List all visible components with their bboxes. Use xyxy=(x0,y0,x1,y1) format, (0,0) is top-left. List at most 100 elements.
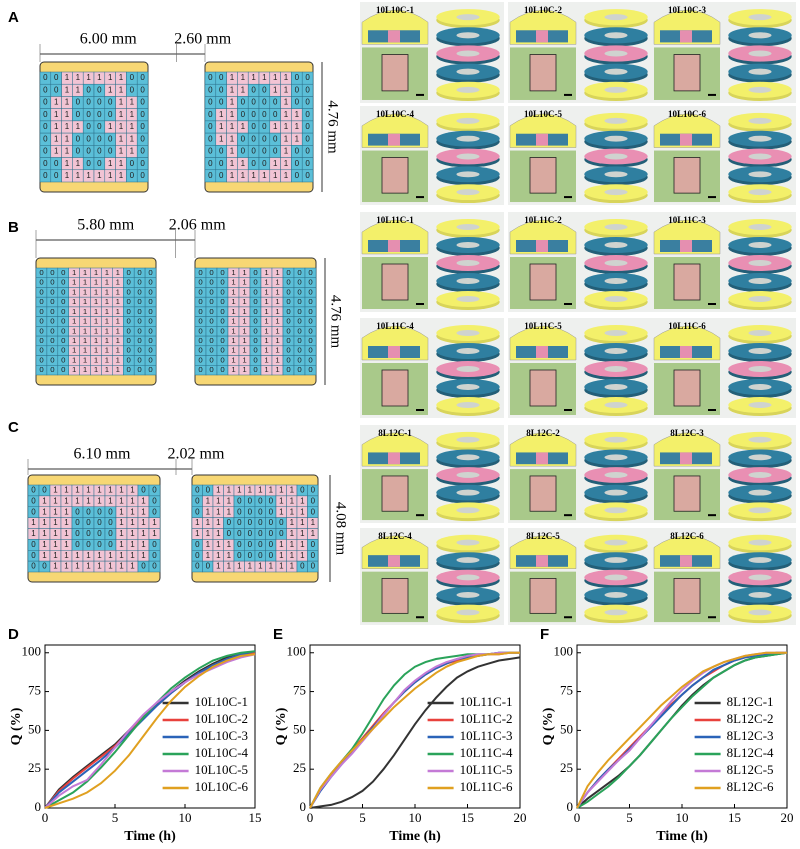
grid-row-digits: 00011111000 xyxy=(39,336,153,345)
tile-core-pink xyxy=(680,240,692,252)
grid-row-digits: 00011111000 xyxy=(39,326,153,335)
tile-core-pink xyxy=(388,555,400,567)
y-tick-label: 0 xyxy=(567,799,574,814)
grid-row-digits: 00011011000 xyxy=(198,268,313,277)
ring-hole xyxy=(748,14,772,21)
panel-label: B xyxy=(8,219,19,236)
grid-row-digits: 00011011000 xyxy=(198,297,313,306)
ring-hole xyxy=(748,402,772,408)
x-tick-label: 0 xyxy=(307,810,314,825)
grid-cell xyxy=(307,560,319,573)
grid-row-digits: 00011011000 xyxy=(198,278,313,287)
tile-core-pink xyxy=(388,30,400,43)
ring-hole xyxy=(604,86,628,93)
ring-hole xyxy=(748,557,772,563)
ring-hole xyxy=(456,242,480,248)
plot-frame xyxy=(44,644,256,809)
dim-gap: 2.60 mm xyxy=(174,31,231,48)
ring-hole xyxy=(604,472,628,478)
legend-label: 10L10C-4 xyxy=(195,745,249,760)
x-tick-label: 0 xyxy=(42,810,49,825)
ring-hole xyxy=(604,153,628,160)
tile-label: 10L11C-2 xyxy=(524,215,562,225)
ring-hole xyxy=(604,14,628,21)
legend-label: 10L11C-5 xyxy=(460,762,513,777)
dim-gap: 2.02 mm xyxy=(168,446,225,463)
grid-row-digits: 00011011000 xyxy=(198,307,313,316)
ring-hole xyxy=(456,402,480,408)
y-tick-label: 25 xyxy=(560,760,573,775)
ring-hole xyxy=(748,135,772,142)
tile-photo-shape xyxy=(381,157,409,194)
grid-row-digits: 00011011000 xyxy=(198,317,313,326)
x-tick-label: 10 xyxy=(676,810,689,825)
ring-hole xyxy=(748,153,772,160)
y-tick-label: 0 xyxy=(35,799,42,814)
ring-hole xyxy=(456,278,480,284)
legend-label: 8L12C-1 xyxy=(727,694,774,709)
ring-hole xyxy=(748,330,772,336)
ring-hole xyxy=(604,348,628,354)
y-tick-label: 25 xyxy=(28,760,41,775)
tile-photo-shape xyxy=(381,263,409,301)
y-tick-label: 50 xyxy=(28,721,41,736)
ring-hole xyxy=(748,68,772,75)
ring-hole xyxy=(604,402,628,408)
tile-label: 8L12C-3 xyxy=(670,428,704,438)
grid-row-digits: 00011111000 xyxy=(39,278,153,287)
tile-label: 10L11C-4 xyxy=(376,321,414,331)
tile-core-pink xyxy=(388,346,400,358)
tile-core-pink xyxy=(536,555,548,567)
y-tick-label: 100 xyxy=(22,644,42,659)
tile-core-pink xyxy=(536,452,548,465)
y-axis-label: Q (%) xyxy=(541,707,556,745)
legend-label: 10L10C-5 xyxy=(195,762,248,777)
ring-hole xyxy=(748,592,772,598)
tile-photo-shape xyxy=(381,475,409,512)
legend-label: 10L11C-6 xyxy=(460,779,513,794)
y-tick-label: 50 xyxy=(293,721,306,736)
tile-photo-shape xyxy=(673,578,701,614)
ring-hole xyxy=(604,171,628,178)
tile-photo-shape xyxy=(381,578,409,614)
ring-hole xyxy=(456,507,480,514)
series-line xyxy=(44,653,256,809)
tile-label: 10L10C-3 xyxy=(668,5,706,15)
panel-label: E xyxy=(273,626,283,643)
legend-label: 8L12C-2 xyxy=(727,711,774,726)
grid-row-digits: 00011111000 xyxy=(39,307,153,316)
ring-hole xyxy=(604,454,628,461)
x-tick-label: 10 xyxy=(409,810,422,825)
ring-hole xyxy=(604,296,628,302)
ring-hole xyxy=(748,296,772,302)
ring-hole xyxy=(604,135,628,142)
tile-label: 8L12C-4 xyxy=(378,531,412,541)
ring-hole xyxy=(604,242,628,248)
tile-label: 10L10C-1 xyxy=(376,5,414,15)
grid-row-digits: 00011111000 xyxy=(39,297,153,306)
ring-hole xyxy=(748,507,772,514)
x-tick-label: 15 xyxy=(249,810,262,825)
grid-row-digits: 00011011000 xyxy=(198,355,313,364)
ring-hole xyxy=(604,574,628,581)
grid-cell xyxy=(144,365,157,376)
tile-photo-shape xyxy=(529,578,557,614)
grid-row-digits: 00011111000 xyxy=(39,287,153,296)
panel-label: F xyxy=(540,626,549,643)
series-line xyxy=(44,653,256,809)
ring-hole xyxy=(604,592,628,598)
legend-label: 8L12C-5 xyxy=(727,762,774,777)
ring-hole xyxy=(604,366,628,372)
grid-row-digits: 00011011000 xyxy=(198,346,313,355)
y-tick-label: 75 xyxy=(293,683,306,698)
ring-hole xyxy=(604,436,628,443)
ring-hole xyxy=(456,489,480,496)
ring-hole xyxy=(456,574,480,581)
panel-label: C xyxy=(8,419,19,436)
ring-hole xyxy=(456,32,480,39)
ring-hole xyxy=(748,117,772,124)
legend-label: 8L12C-4 xyxy=(727,745,774,760)
ring-hole xyxy=(748,86,772,93)
ring-hole xyxy=(456,592,480,598)
dim-height: 4.08 mm xyxy=(333,502,349,556)
